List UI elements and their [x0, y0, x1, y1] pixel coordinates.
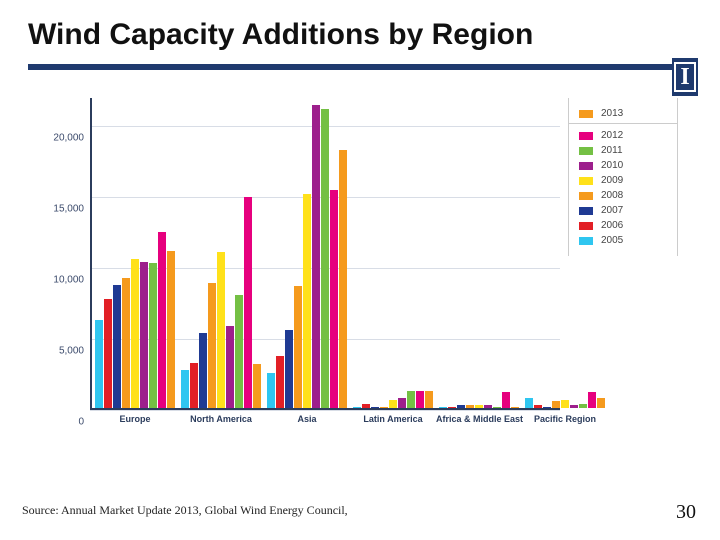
x-category-label: Europe — [92, 408, 178, 424]
slide-title: Wind Capacity Additions by Region — [28, 18, 692, 62]
legend-label: 2012 — [601, 130, 623, 141]
legend-swatch — [579, 207, 593, 215]
legend-swatch — [579, 110, 593, 118]
bar — [416, 391, 424, 408]
legend-item: 2008 — [579, 190, 669, 201]
bar — [425, 391, 433, 408]
y-tick-label: 10,000 — [53, 275, 90, 286]
legend-item: 2005 — [579, 235, 669, 246]
bar — [294, 286, 302, 408]
bar-group: Africa & Middle East — [436, 98, 522, 408]
x-category-label: Pacific Region — [522, 408, 608, 424]
title-underline — [28, 64, 692, 70]
bar-groups: EuropeNorth AmericaAsiaLatin AmericaAfri… — [92, 98, 560, 408]
bar-group: Asia — [264, 98, 350, 408]
legend: 2013 2012 2011 2010 2009 2008 2007 2006 2005 — [568, 98, 678, 256]
bar — [276, 356, 284, 408]
legend-label: 2010 — [601, 160, 623, 171]
bar — [303, 194, 311, 408]
bar — [113, 285, 121, 408]
legend-item: 2012 — [579, 130, 669, 141]
legend-swatch — [579, 147, 593, 155]
bar — [217, 252, 225, 408]
bar — [95, 320, 103, 408]
bar — [407, 391, 415, 408]
bar — [226, 326, 234, 408]
bar — [131, 259, 139, 408]
bar — [167, 251, 175, 408]
page-number: 30 — [676, 501, 696, 524]
bar — [330, 190, 338, 408]
legend-divider — [569, 123, 677, 124]
legend-item: 2011 — [579, 145, 669, 156]
bar — [104, 299, 112, 408]
bar — [140, 262, 148, 408]
bar — [149, 263, 157, 408]
bar — [190, 363, 198, 408]
x-category-label: North America — [178, 408, 264, 424]
bar — [235, 295, 243, 408]
bar — [502, 392, 510, 408]
logo-letter: I — [674, 62, 695, 92]
legend-item: 2010 — [579, 160, 669, 171]
bar — [285, 330, 293, 408]
legend-item: 2007 — [579, 205, 669, 216]
bar-group: North America — [178, 98, 264, 408]
legend-item: 2009 — [579, 175, 669, 186]
legend-swatch — [579, 177, 593, 185]
legend-item: 2006 — [579, 220, 669, 231]
bar — [181, 370, 189, 408]
legend-label: 2013 — [601, 108, 623, 119]
legend-label: 2011 — [601, 145, 623, 156]
legend-label: 2007 — [601, 205, 623, 216]
bar — [312, 105, 320, 408]
legend-label: 2006 — [601, 220, 623, 231]
x-category-label: Latin America — [350, 408, 436, 424]
bar — [267, 373, 275, 408]
legend-swatch — [579, 162, 593, 170]
source-citation: Source: Annual Market Update 2013, Globa… — [22, 503, 348, 518]
x-category-label: Africa & Middle East — [436, 408, 522, 424]
legend-swatch — [579, 192, 593, 200]
bar-group: Latin America — [350, 98, 436, 408]
bar — [398, 398, 406, 408]
bar — [158, 232, 166, 408]
y-tick-label: 0 — [78, 417, 90, 428]
y-tick-label: 15,000 — [53, 204, 90, 215]
legend-swatch — [579, 237, 593, 245]
bar — [208, 283, 216, 408]
legend-label: 2008 — [601, 190, 623, 201]
bar — [561, 400, 569, 409]
bar — [122, 278, 130, 408]
wind-capacity-chart: 05,00010,00015,00020,000EuropeNorth Amer… — [48, 98, 678, 438]
legend-swatch — [579, 132, 593, 140]
slide: Wind Capacity Additions by Region I 0 5,0… — [0, 0, 720, 540]
bar — [525, 398, 533, 408]
bar — [244, 197, 252, 408]
bar-group: Europe — [92, 98, 178, 408]
bar — [339, 150, 347, 408]
bar — [588, 392, 596, 408]
plot-area: EuropeNorth AmericaAsiaLatin AmericaAfri… — [90, 98, 560, 410]
bar — [253, 364, 261, 408]
bar — [321, 109, 329, 408]
legend-label: 2009 — [601, 175, 623, 186]
legend-item: 2013 — [579, 108, 669, 119]
legend-label: 2005 — [601, 235, 623, 246]
legend-swatch — [579, 222, 593, 230]
x-category-label: Asia — [264, 408, 350, 424]
bar — [597, 398, 605, 408]
y-tick-label: 5,000 — [59, 346, 90, 357]
y-tick-label: 20,000 — [53, 133, 90, 144]
bar — [552, 401, 560, 408]
bar — [199, 333, 207, 408]
bar — [389, 400, 397, 409]
illinois-logo: I — [672, 58, 698, 96]
